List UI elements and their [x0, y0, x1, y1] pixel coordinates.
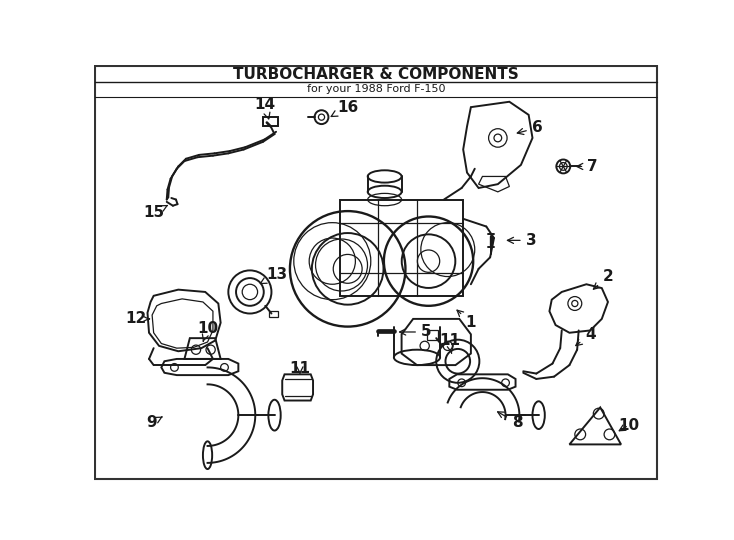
Text: 9: 9: [146, 415, 162, 430]
Text: 10: 10: [197, 321, 218, 341]
Text: 7: 7: [577, 159, 598, 174]
Text: 4: 4: [575, 327, 595, 346]
FancyBboxPatch shape: [427, 330, 437, 340]
Text: 8: 8: [498, 412, 523, 430]
Text: 16: 16: [331, 100, 358, 117]
Text: 12: 12: [126, 312, 150, 326]
FancyBboxPatch shape: [263, 117, 278, 126]
Text: 10: 10: [618, 417, 639, 433]
Text: 15: 15: [143, 205, 167, 220]
Text: 11: 11: [289, 361, 310, 376]
Text: 14: 14: [254, 97, 275, 119]
Text: 5: 5: [399, 325, 432, 340]
Text: 13: 13: [261, 267, 288, 284]
Text: TURBOCHARGER & COMPONENTS: TURBOCHARGER & COMPONENTS: [233, 66, 519, 82]
Text: 3: 3: [507, 233, 537, 248]
Text: 6: 6: [517, 120, 542, 136]
Text: for your 1988 Ford F-150: for your 1988 Ford F-150: [307, 84, 446, 94]
Text: 1: 1: [457, 310, 476, 330]
Text: 2: 2: [593, 269, 614, 289]
FancyBboxPatch shape: [269, 311, 278, 318]
Text: 11: 11: [439, 333, 459, 354]
